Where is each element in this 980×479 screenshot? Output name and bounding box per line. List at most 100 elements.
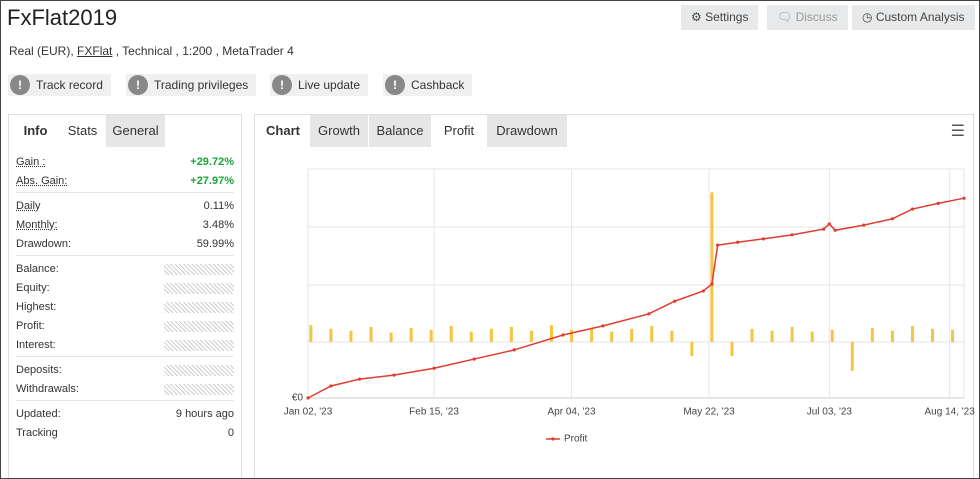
separator	[16, 400, 234, 401]
stats-tab[interactable]: General	[106, 115, 165, 147]
stat-label: Abs. Gain:	[16, 175, 68, 187]
y-tick-label: €0	[292, 393, 304, 404]
stat-label: Highest:	[16, 301, 57, 313]
x-tick-label: May 22, '23	[683, 407, 735, 418]
settings-button[interactable]: ⚙ Settings	[681, 5, 759, 30]
x-tick-label: Jul 03, '23	[807, 407, 853, 418]
point	[601, 324, 605, 328]
stat-row: Profit:	[16, 317, 234, 336]
point	[561, 333, 565, 337]
badge[interactable]: ! Cashback	[383, 74, 473, 96]
hidden-value	[164, 264, 234, 275]
point	[862, 223, 866, 227]
badge[interactable]: ! Live update	[270, 74, 369, 96]
hidden-value	[164, 302, 234, 313]
button-label: Discuss	[795, 10, 838, 24]
stats-tab[interactable]: Info	[12, 115, 59, 147]
bar	[710, 192, 714, 342]
point	[329, 384, 333, 388]
bar	[790, 326, 794, 342]
badge[interactable]: ! Trading privileges	[126, 74, 257, 96]
point	[472, 357, 476, 361]
stat-label: Equity:	[16, 282, 50, 294]
stat-value: 59.99%	[196, 238, 234, 250]
badge-label: Live update	[298, 78, 361, 92]
point	[761, 237, 766, 241]
bar	[910, 326, 914, 342]
chart-tab[interactable]: Drawdown	[487, 115, 567, 147]
bar	[830, 329, 834, 342]
separator	[16, 192, 234, 193]
bar	[810, 331, 814, 342]
hidden-value	[164, 384, 234, 395]
bar	[690, 341, 694, 356]
point	[936, 201, 940, 205]
point	[357, 377, 362, 381]
bar	[389, 332, 393, 342]
badge[interactable]: ! Track record	[8, 74, 111, 96]
chart-tab[interactable]: Balance	[369, 115, 431, 147]
point	[962, 196, 966, 200]
bar	[770, 330, 774, 342]
point	[716, 243, 720, 247]
point	[736, 240, 740, 244]
custom-analysis-button[interactable]: ◷ Custom Analysis	[852, 5, 975, 30]
stats-tab[interactable]: Stats	[60, 115, 105, 147]
bar	[509, 326, 513, 342]
point	[790, 233, 794, 237]
stat-row: Tracking 0	[16, 424, 234, 443]
bar	[650, 326, 654, 342]
subtitle: Real (EUR), FXFlat , Technical , 1:200 ,…	[9, 44, 294, 58]
bar	[630, 328, 634, 342]
x-tick-label: Apr 04, '23	[548, 407, 596, 418]
account-title: FxFlat2019	[7, 5, 118, 30]
chart-tab[interactable]: Profit	[432, 115, 486, 147]
bar	[930, 328, 934, 342]
hidden-value	[164, 283, 234, 294]
badge-icon: !	[10, 75, 30, 95]
bar	[429, 329, 433, 342]
point	[710, 282, 714, 286]
bar	[349, 330, 353, 342]
stat-row: Equity:	[16, 279, 234, 298]
point	[392, 373, 396, 377]
stat-label: Monthly:	[16, 219, 58, 231]
chart-panel: Chart Growth Balance Profit Drawdown ☰	[254, 114, 974, 478]
point	[890, 217, 894, 221]
point	[910, 207, 915, 211]
chart-settings-icon[interactable]: ☰	[950, 123, 965, 140]
stat-row: Interest:	[16, 336, 234, 355]
stat-value: 0.11%	[203, 200, 234, 212]
subtitle-text: , Technical , 1:200 , MetaTrader 4	[115, 44, 294, 58]
chart-label: Chart	[258, 115, 308, 147]
stat-label: Withdrawals:	[16, 383, 79, 395]
stat-label: Balance:	[16, 263, 59, 275]
bar	[750, 328, 754, 342]
badge-label: Cashback	[411, 78, 465, 92]
x-tick-label: Jan 02, '23	[284, 407, 333, 418]
discuss-button[interactable]: 🗨 Discuss	[767, 5, 848, 30]
point	[822, 227, 826, 231]
stat-row: Updated: 9 hours ago	[16, 405, 234, 424]
point	[673, 299, 677, 303]
button-label: Settings	[705, 10, 749, 24]
point	[306, 396, 310, 400]
stat-value: +29.72%	[190, 156, 234, 168]
stat-row: Highest:	[16, 298, 234, 317]
stat-value: 9 hours ago	[175, 408, 234, 420]
bar	[570, 329, 574, 342]
stat-label: Tracking	[16, 427, 58, 439]
stats-panel: Info Stats General Gain : +29.72% Abs. Gain: +…	[8, 114, 242, 478]
bar	[870, 327, 874, 342]
point	[647, 312, 651, 316]
bar	[890, 330, 894, 342]
stat-row: Abs. Gain: +27.97%	[16, 172, 234, 191]
point	[701, 289, 705, 293]
x-tick-label: Aug 14, '23	[925, 407, 976, 418]
chart-tab[interactable]: Growth	[310, 115, 368, 147]
broker-link[interactable]: FXFlat	[77, 44, 113, 58]
stat-label: Updated:	[16, 408, 61, 420]
stat-value: 0	[227, 427, 234, 439]
stat-row: Gain : +29.72%	[16, 153, 234, 172]
stat-row: Balance:	[16, 260, 234, 279]
